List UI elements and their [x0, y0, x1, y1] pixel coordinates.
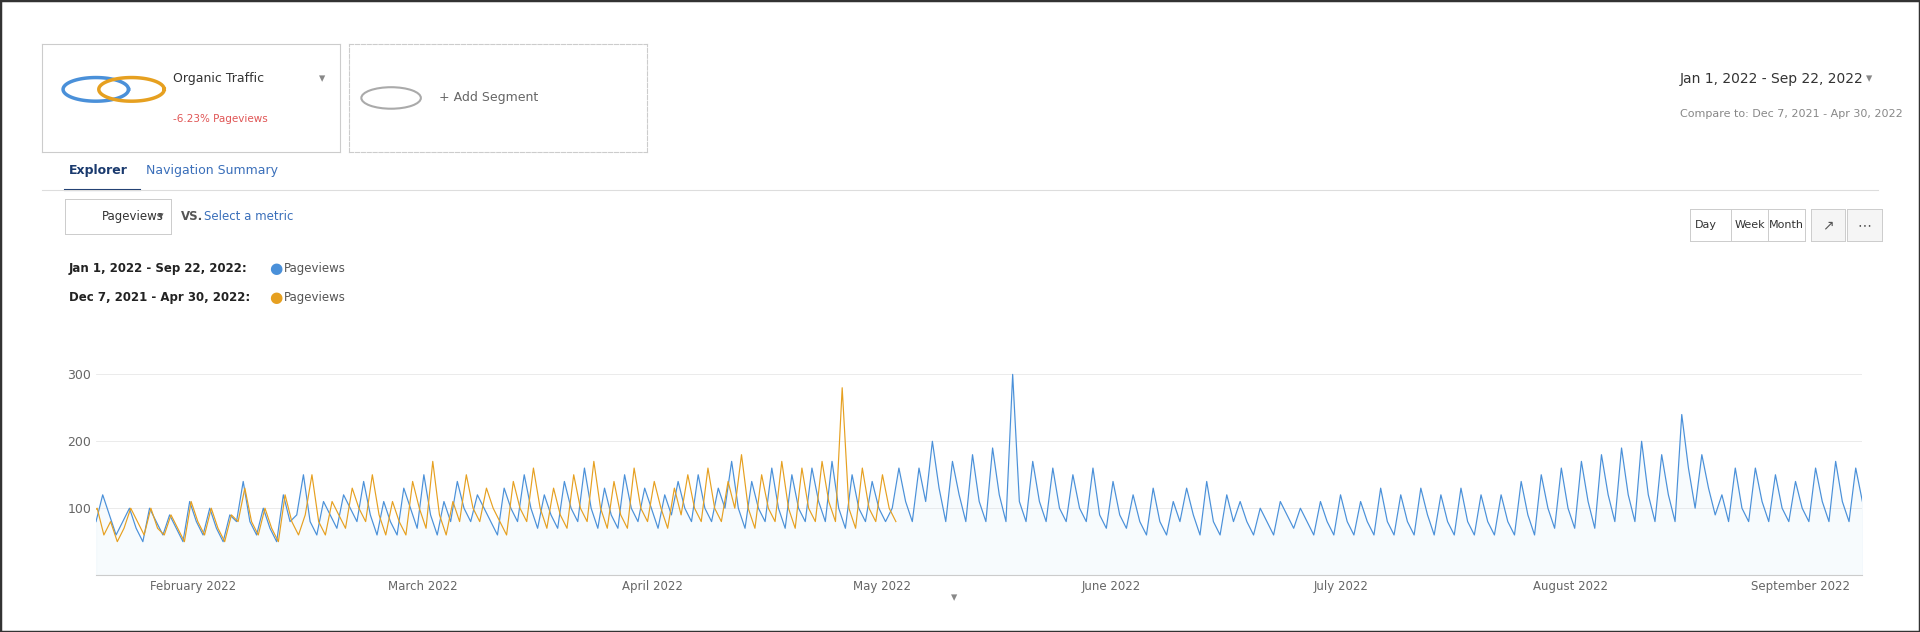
Text: Compare to: Dec 7, 2021 - Apr 30, 2022: Compare to: Dec 7, 2021 - Apr 30, 2022	[1680, 109, 1903, 119]
Text: Select a metric: Select a metric	[204, 210, 294, 223]
Text: Explorer: Explorer	[69, 164, 129, 177]
Text: Jan 1, 2022 - Sep 22, 2022:: Jan 1, 2022 - Sep 22, 2022:	[69, 262, 248, 275]
Text: Pageviews: Pageviews	[102, 210, 163, 223]
Text: Day: Day	[1695, 220, 1716, 230]
Text: ●: ●	[269, 289, 282, 305]
Text: + Add Segment: + Add Segment	[438, 92, 538, 104]
Text: ▾: ▾	[319, 72, 324, 85]
Text: ▾: ▾	[1866, 73, 1872, 85]
Text: Jan 1, 2022 - Sep 22, 2022: Jan 1, 2022 - Sep 22, 2022	[1680, 72, 1864, 86]
Text: ●: ●	[269, 261, 282, 276]
Text: Pageviews: Pageviews	[284, 262, 346, 275]
Text: Navigation Summary: Navigation Summary	[146, 164, 278, 177]
Text: Dec 7, 2021 - Apr 30, 2022:: Dec 7, 2021 - Apr 30, 2022:	[69, 291, 250, 303]
Text: Pageviews: Pageviews	[284, 291, 346, 303]
Text: ▾: ▾	[950, 591, 958, 604]
Text: ▾: ▾	[157, 212, 163, 221]
Text: ↗: ↗	[1822, 218, 1834, 232]
Text: VS.: VS.	[180, 210, 204, 223]
Text: Week: Week	[1734, 220, 1764, 230]
Text: Month: Month	[1768, 220, 1805, 230]
Text: ⋯: ⋯	[1857, 218, 1872, 232]
Text: Organic Traffic: Organic Traffic	[173, 72, 265, 85]
Text: -6.23% Pageviews: -6.23% Pageviews	[173, 114, 269, 125]
